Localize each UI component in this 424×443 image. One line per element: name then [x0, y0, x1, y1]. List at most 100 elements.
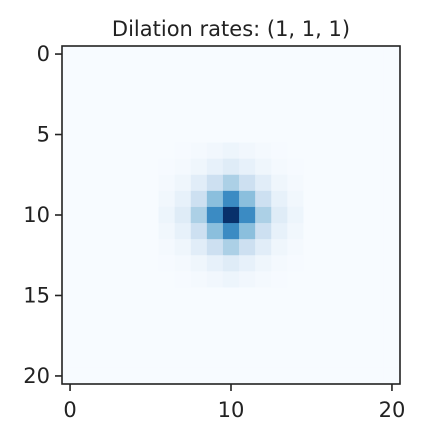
heatmap-cell	[110, 287, 127, 305]
heatmap-cell	[287, 319, 304, 337]
heatmap-cell	[303, 110, 321, 127]
heatmap-cell	[367, 239, 385, 256]
heatmap-cell	[126, 94, 143, 111]
heatmap-cell	[158, 239, 176, 256]
heatmap-cell	[351, 351, 369, 369]
heatmap-cell	[110, 94, 127, 111]
heatmap-cell	[239, 78, 256, 95]
heatmap-cell	[351, 367, 369, 385]
heatmap-cell	[222, 94, 240, 111]
heatmap-cell	[367, 158, 385, 176]
x-tick-label: 0	[63, 398, 76, 422]
heatmap-cell	[351, 223, 369, 240]
heatmap-cell	[351, 319, 369, 337]
heatmap-cell	[383, 335, 401, 353]
heatmap-cell	[190, 174, 208, 192]
heatmap-cell	[94, 142, 111, 160]
heatmap-cell	[110, 303, 127, 321]
heatmap-cell	[62, 94, 79, 111]
heatmap-cell	[351, 126, 369, 144]
heatmap-cell	[94, 110, 111, 127]
chart-title: Dilation rates: (1, 1, 1)	[112, 17, 350, 41]
heatmap-cell	[206, 174, 224, 192]
heatmap-cell	[303, 94, 321, 111]
heatmap-cell	[271, 335, 288, 353]
heatmap-cell	[383, 271, 401, 288]
heatmap-cell	[190, 367, 208, 385]
heatmap-cell	[206, 206, 224, 224]
heatmap-cell	[271, 158, 288, 176]
heatmap-cell	[190, 255, 208, 272]
heatmap-cell	[158, 367, 176, 385]
heatmap-cell	[78, 239, 95, 256]
heatmap-cell	[158, 174, 176, 192]
heatmap-cell	[335, 62, 353, 79]
heatmap-cell	[367, 255, 385, 272]
heatmap-cell	[239, 367, 256, 385]
heatmap-cell	[62, 206, 79, 224]
heatmap-cell	[287, 367, 304, 385]
heatmap-cell	[351, 142, 369, 160]
heatmap-cell	[206, 271, 224, 288]
heatmap-cell	[367, 223, 385, 240]
heatmap-cell	[158, 319, 176, 337]
heatmap-cell	[303, 255, 321, 272]
heatmap-cell	[206, 126, 224, 144]
heatmap-cell	[110, 206, 127, 224]
heatmap-cell	[206, 223, 224, 240]
heatmap-cell	[335, 94, 353, 111]
heatmap-cell	[367, 190, 385, 208]
heatmap-cell	[94, 206, 111, 224]
heatmap-cell	[110, 255, 127, 272]
heatmap-cell	[190, 158, 208, 176]
heatmap-cell	[110, 319, 127, 337]
heatmap-cell	[287, 174, 304, 192]
heatmap-cell	[271, 78, 288, 95]
heatmap-cell	[142, 351, 160, 369]
heatmap-cell	[335, 158, 353, 176]
heatmap-cell	[78, 206, 95, 224]
heatmap-cell	[190, 46, 208, 63]
heatmap-cell	[303, 335, 321, 353]
heatmap-cell	[190, 287, 208, 305]
heatmap-cell	[271, 367, 288, 385]
heatmap-cell	[351, 94, 369, 111]
heatmap-cell	[303, 303, 321, 321]
heatmap-cell	[174, 223, 192, 240]
heatmap-cell	[206, 62, 224, 79]
heatmap-cell	[255, 367, 272, 385]
heatmap-cell	[94, 126, 111, 144]
heatmap-cell	[287, 126, 304, 144]
heatmap-cell	[158, 206, 176, 224]
heatmap-cell	[62, 239, 79, 256]
heatmap-cell	[94, 319, 111, 337]
heatmap-cell	[62, 303, 79, 321]
heatmap-cell	[190, 94, 208, 111]
heatmap-cell	[287, 94, 304, 111]
heatmap-cell	[367, 303, 385, 321]
heatmap-cell	[142, 206, 160, 224]
heatmap-cell	[287, 78, 304, 95]
heatmap-cell	[319, 367, 337, 385]
heatmap-cell	[239, 255, 256, 272]
heatmap-cell	[94, 46, 111, 63]
heatmap-cell	[222, 78, 240, 95]
heatmap-cell	[287, 110, 304, 127]
heatmap-cell	[239, 158, 256, 176]
heatmap-cell	[94, 94, 111, 111]
heatmap-cell	[206, 319, 224, 337]
heatmap-cell	[383, 351, 401, 369]
heatmap-cell	[174, 142, 192, 160]
heatmap-cell	[303, 206, 321, 224]
heatmap-cell	[319, 174, 337, 192]
heatmap-cell	[367, 351, 385, 369]
heatmap-cell	[174, 271, 192, 288]
heatmap-cell	[319, 158, 337, 176]
heatmap-cell	[255, 303, 272, 321]
heatmap-cell	[94, 271, 111, 288]
heatmap-cell	[271, 239, 288, 256]
heatmap-cell	[222, 223, 240, 240]
heatmap-cell	[383, 110, 401, 127]
heatmap-cell	[94, 303, 111, 321]
